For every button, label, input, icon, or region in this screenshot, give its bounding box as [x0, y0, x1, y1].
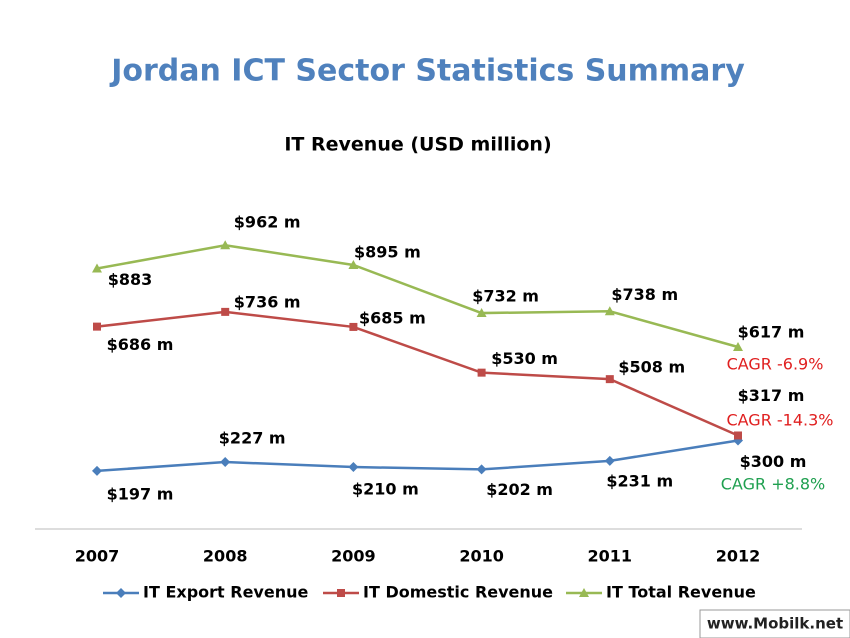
data-label: $736 m: [234, 292, 301, 311]
data-label: $732 m: [472, 287, 539, 306]
marker: [604, 306, 615, 316]
marker: [604, 455, 615, 466]
data-label: $210 m: [352, 480, 419, 499]
marker: [476, 308, 487, 318]
data-label: $317 m: [738, 386, 805, 405]
watermark-box: [699, 609, 850, 638]
data-label: $738 m: [611, 285, 678, 304]
x-tick-label: 2012: [716, 547, 761, 566]
chart-title: IT Revenue (USD million): [284, 134, 551, 156]
legend-label: IT Domestic Revenue: [363, 583, 553, 602]
annotation: CAGR +8.8%: [721, 475, 826, 494]
x-tick-label: 2007: [75, 547, 120, 566]
slide-title: Jordan ICT Sector Statistics Summary: [109, 54, 745, 89]
series-line: [96, 243, 739, 349]
marker: [348, 259, 359, 269]
legend-marker: [116, 588, 126, 598]
data-label: $300 m: [740, 452, 807, 471]
data-label: $962 m: [234, 213, 301, 232]
data-label: $895 m: [354, 242, 421, 261]
marker: [92, 465, 102, 476]
marker: [221, 307, 230, 316]
marker: [733, 341, 743, 351]
data-label: $508 m: [618, 358, 685, 377]
marker: [477, 368, 486, 377]
legend-label: IT Total Revenue: [606, 583, 756, 602]
legend-marker: [579, 588, 589, 597]
marker: [348, 462, 359, 473]
series-line: [96, 310, 739, 437]
data-label: $227 m: [219, 429, 286, 448]
data-label: $202 m: [486, 480, 553, 499]
marker: [349, 322, 358, 331]
x-tick-label: 2011: [588, 547, 633, 566]
data-label: $530 m: [491, 349, 558, 368]
marker: [605, 375, 614, 384]
marker: [476, 464, 487, 475]
annotation: CAGR -14.3%: [726, 411, 833, 430]
x-tick-label: 2009: [331, 547, 376, 566]
legend-label: IT Export Revenue: [143, 583, 308, 602]
marker: [734, 431, 742, 440]
marker: [220, 240, 231, 250]
legend-marker: [337, 589, 345, 597]
data-label: $883: [108, 270, 153, 289]
data-label: $686 m: [107, 335, 174, 354]
data-label: $617 m: [738, 322, 805, 341]
annotation: CAGR -6.9%: [727, 355, 824, 374]
marker: [93, 322, 101, 331]
watermark: www.Mobilk.net: [707, 615, 843, 633]
x-tick-label: 2010: [459, 547, 504, 566]
data-label: $685 m: [359, 308, 426, 327]
data-label: $231 m: [606, 471, 673, 490]
x-tick-label: 2008: [203, 547, 248, 566]
marker: [220, 457, 231, 468]
marker: [92, 263, 102, 273]
series-line: [96, 439, 739, 473]
data-label: $197 m: [107, 484, 174, 503]
